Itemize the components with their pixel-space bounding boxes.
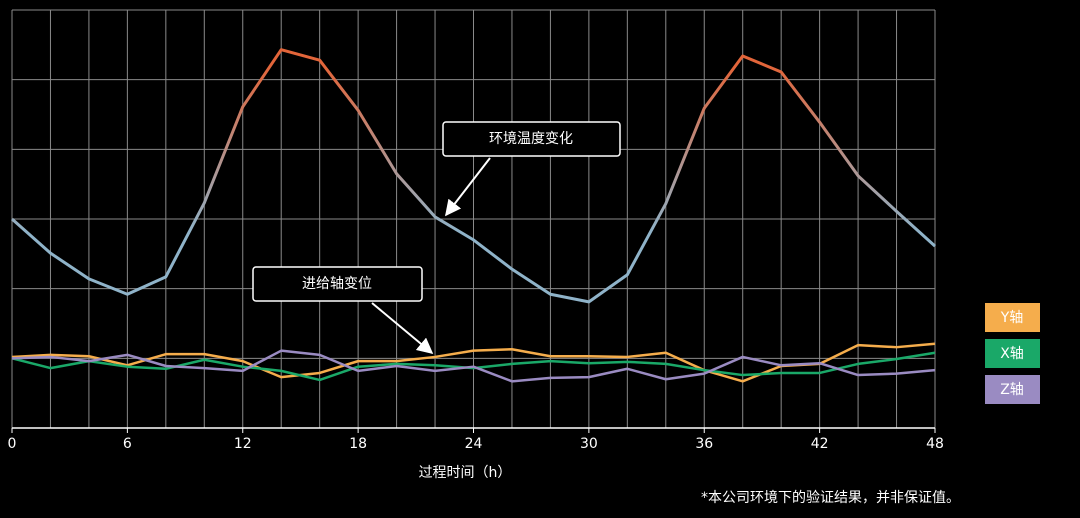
x-tick-label: 12: [234, 436, 252, 452]
footnote: *本公司环境下的验证结果，并非保证值。: [701, 490, 960, 506]
annotation: 环境温度变化: [489, 131, 573, 147]
series-line: [11, 351, 936, 382]
legend-swatch: [985, 375, 1040, 404]
legend-label: Y轴: [1000, 310, 1024, 326]
annotation-box: [442, 121, 621, 157]
annotation-box: [252, 266, 423, 302]
annotation: 进给轴变位: [302, 276, 372, 292]
x-tick-label: 24: [465, 436, 483, 452]
x-tick-label: 0: [8, 436, 17, 452]
grid: [11, 9, 936, 433]
x-tick-label: 18: [349, 436, 367, 452]
legend-swatch: [985, 339, 1040, 368]
arrow: [445, 157, 491, 217]
x-tick-label: 6: [123, 436, 132, 452]
legend-label: Z轴: [1000, 382, 1024, 398]
x-tick-label: 30: [580, 436, 598, 452]
arrow: [371, 302, 434, 355]
x-tick-label: 36: [695, 436, 713, 452]
x-axis-label: 过程时间（h）: [419, 465, 512, 481]
legend-label: X轴: [1000, 346, 1024, 362]
legend-swatch: [985, 303, 1040, 332]
x-tick-label: 48: [926, 436, 944, 452]
series-line: [11, 48, 937, 304]
legend: Y轴 X轴 Z轴: [985, 303, 1040, 404]
x-tick-label: 42: [811, 436, 829, 452]
series-line: [11, 349, 936, 383]
lines: [11, 48, 937, 383]
